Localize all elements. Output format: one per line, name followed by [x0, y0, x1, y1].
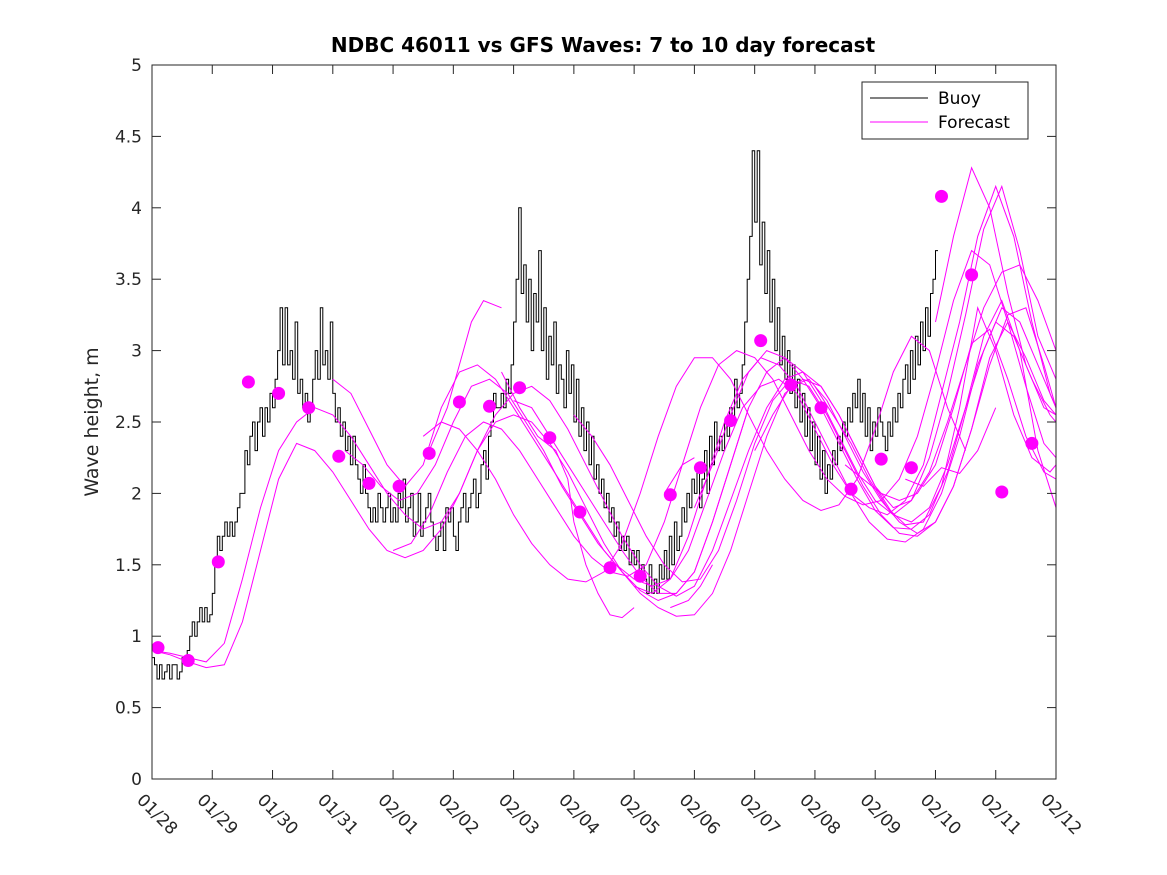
forecast-point [422, 446, 436, 460]
forecast-point [874, 452, 888, 466]
forecast-point [211, 555, 225, 569]
forecast-point [693, 461, 707, 475]
y-tick-label: 4 [131, 199, 142, 219]
forecast-series-line-13 [844, 328, 1056, 502]
forecast-point [452, 395, 466, 409]
forecast-series-line-10 [693, 299, 1056, 530]
x-tick-label: 02/12 [1036, 790, 1085, 839]
forecast-point [904, 461, 918, 475]
forecast-point [935, 189, 948, 203]
y-tick-label: 3 [131, 342, 142, 362]
forecast-series-line-5 [392, 249, 1056, 577]
forecast-point [965, 268, 979, 282]
forecast-point [784, 378, 798, 392]
forecast-point [181, 654, 195, 667]
x-tick-label: 02/05 [615, 790, 664, 839]
forecast-point [302, 401, 316, 415]
forecast-point [724, 414, 738, 428]
forecast-point [241, 375, 255, 389]
y-tick-label: 1 [131, 627, 142, 647]
x-tick-label: 02/11 [976, 790, 1025, 839]
forecast-point [603, 561, 617, 575]
x-tick-label: 02/06 [675, 790, 724, 839]
forecast-series-line-18 [670, 564, 713, 609]
x-tick-label: 02/07 [735, 790, 784, 839]
forecast-series-line-4 [344, 184, 1056, 587]
axes-box [151, 64, 1057, 780]
x-tick-label: 01/30 [253, 790, 302, 839]
y-tick-label: 4.5 [115, 127, 142, 147]
x-tick-label: 01/28 [132, 790, 181, 839]
forecast-point [573, 505, 587, 519]
forecast-point [844, 482, 858, 496]
x-tick-label: 02/09 [856, 790, 905, 839]
forecast-series-line-6 [422, 335, 967, 583]
legend-buoy-label: Buoy [938, 89, 981, 109]
forecast-series-line-7 [513, 184, 1056, 594]
forecast-series-line-1 [152, 264, 1056, 663]
forecast-point [362, 476, 376, 490]
y-tick-label: 3.5 [115, 270, 142, 290]
forecast-series-line-11 [754, 307, 1056, 534]
forecast-series-line-17 [501, 371, 635, 619]
legend-box [861, 81, 1029, 140]
forecast-series-line-9 [633, 321, 1056, 594]
forecast-point [483, 399, 496, 413]
forecast-point [814, 401, 828, 415]
plot-area [152, 150, 1056, 680]
axis-ticks: 0 0.5 1 1.5 2 2.5 3 3.5 4 4.5 5 01/28 01/29 01/30 01/3… [115, 56, 1085, 839]
forecast-series-line-14 [905, 407, 997, 487]
forecast-series-line-16 [663, 457, 695, 494]
forecast-point [513, 381, 527, 395]
legend-forecast-label: Forecast [938, 113, 1010, 133]
x-tick-label: 01/29 [193, 790, 242, 839]
y-tick-label: 5 [131, 56, 142, 76]
forecast-point [152, 641, 165, 655]
forecast-point [392, 479, 406, 493]
forecast-series-line-19 [428, 299, 502, 451]
forecast-point [663, 488, 677, 502]
x-tick-label: 02/10 [916, 790, 965, 839]
y-tick-label: 1.5 [115, 556, 142, 576]
x-tick-label: 02/02 [434, 790, 483, 839]
y-tick-label: 0 [131, 770, 142, 790]
forecast-series-line-15 [935, 166, 1056, 416]
forecast-point [995, 485, 1009, 499]
forecast-point [754, 334, 768, 348]
x-tick-label: 02/04 [554, 790, 603, 839]
y-tick-label: 2 [131, 484, 142, 504]
forecast-point [633, 569, 647, 583]
x-tick-label: 02/08 [795, 790, 844, 839]
y-tick-label: 2.5 [115, 413, 142, 433]
forecast-series-line-2 [152, 307, 1056, 669]
x-tick-label: 02/03 [494, 790, 543, 839]
x-tick-label: 02/01 [374, 790, 423, 839]
forecast-series-line-8 [573, 320, 1056, 583]
chart-title: NDBC 46011 vs GFS Waves: 7 to 10 day for… [331, 33, 876, 57]
y-axis-label: Wave height, m [81, 347, 103, 496]
forecast-point [332, 449, 346, 463]
buoy-series-line [152, 150, 938, 680]
forecast-point [543, 431, 557, 445]
legend: Buoy Forecast [861, 81, 1029, 140]
y-tick-label: 0.5 [115, 699, 142, 719]
x-tick-label: 01/31 [313, 790, 362, 839]
forecast-point [272, 386, 286, 400]
forecast-point [1025, 436, 1039, 450]
